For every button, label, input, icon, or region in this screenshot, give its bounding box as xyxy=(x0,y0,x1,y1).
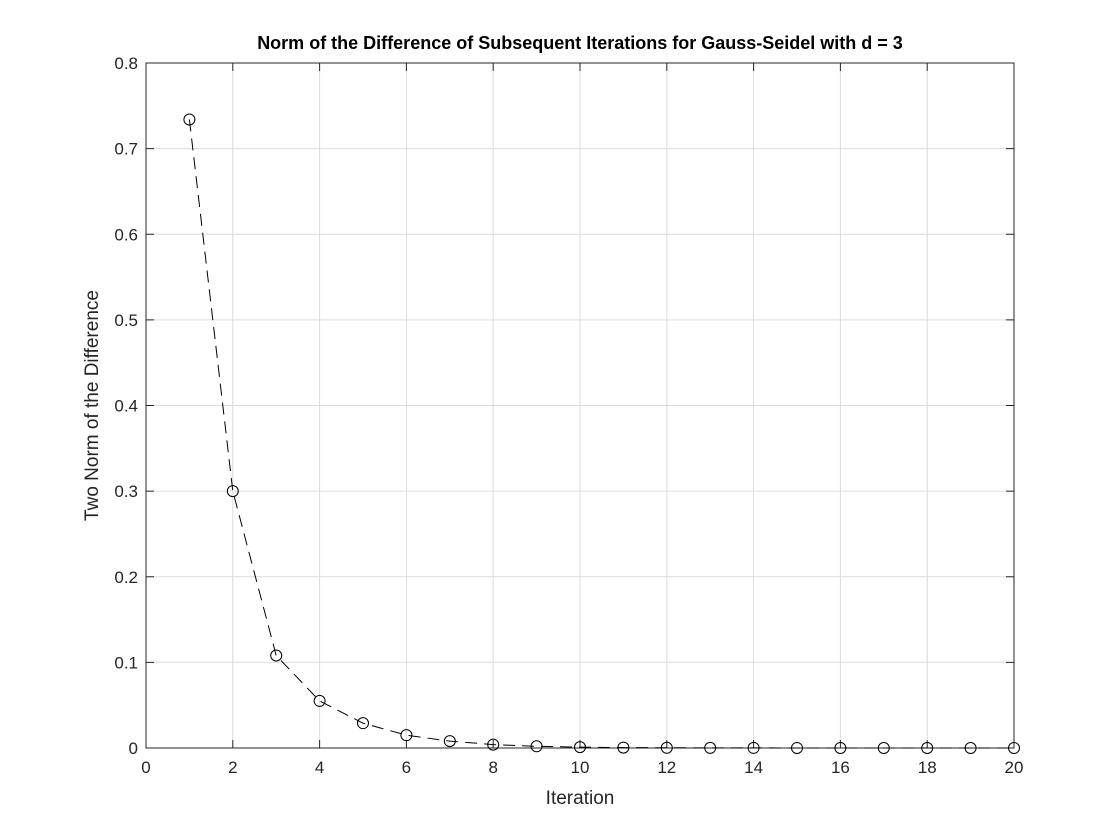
data-point xyxy=(226,485,239,498)
x-tick-label: 12 xyxy=(657,758,676,777)
data-point xyxy=(877,741,890,754)
y-tick-label: 0.2 xyxy=(114,568,138,587)
data-point xyxy=(400,729,413,742)
y-tick-label: 0.3 xyxy=(114,482,138,501)
x-tick-label: 10 xyxy=(571,758,590,777)
y-tick-label: 0.8 xyxy=(114,54,138,73)
data-point xyxy=(660,741,673,754)
data-point xyxy=(487,738,500,751)
data-point xyxy=(357,717,369,730)
x-tick-label: 14 xyxy=(744,758,763,777)
x-tick-label: 4 xyxy=(315,758,324,777)
data-point xyxy=(1008,741,1020,754)
x-axis-label: Iteration xyxy=(546,788,615,809)
data-series xyxy=(183,113,1020,754)
data-point xyxy=(617,741,630,754)
x-tick-label: 18 xyxy=(918,758,937,777)
y-tick-label: 0.6 xyxy=(114,225,138,244)
data-point xyxy=(964,741,977,754)
y-axis-label: Two Norm of the Difference xyxy=(82,290,103,521)
data-point xyxy=(183,113,196,126)
y-tick-label: 0.4 xyxy=(114,397,138,416)
y-tick-label: 0.7 xyxy=(114,140,138,159)
x-tick-label: 6 xyxy=(402,758,411,777)
chart-title: Norm of the Difference of Subsequent Ite… xyxy=(257,33,903,53)
data-point xyxy=(443,735,456,748)
data-point xyxy=(313,694,326,707)
x-tick-label: 20 xyxy=(1005,758,1024,777)
y-tick-label: 0.5 xyxy=(114,311,138,330)
x-tick-label: 8 xyxy=(488,758,497,777)
x-tick-label: 16 xyxy=(831,758,850,777)
data-point xyxy=(791,741,803,754)
data-point xyxy=(747,741,760,754)
x-tick-label: 0 xyxy=(141,758,150,777)
data-point xyxy=(704,741,717,754)
data-point xyxy=(921,741,934,754)
data-point xyxy=(574,741,586,754)
axis-ticks: 0 2 4 6 8 10 12 14 16 18 20 0 0.1 0.2 0.3 0.4 0.5 0.6 0.7 0… xyxy=(114,54,1023,777)
data-point xyxy=(530,740,543,753)
y-tick-label: 0.1 xyxy=(114,653,138,672)
y-tick-label: 0 xyxy=(129,739,138,758)
data-point xyxy=(834,741,847,754)
data-point xyxy=(270,649,283,662)
x-tick-label: 2 xyxy=(228,758,237,777)
series-line xyxy=(188,119,1014,749)
